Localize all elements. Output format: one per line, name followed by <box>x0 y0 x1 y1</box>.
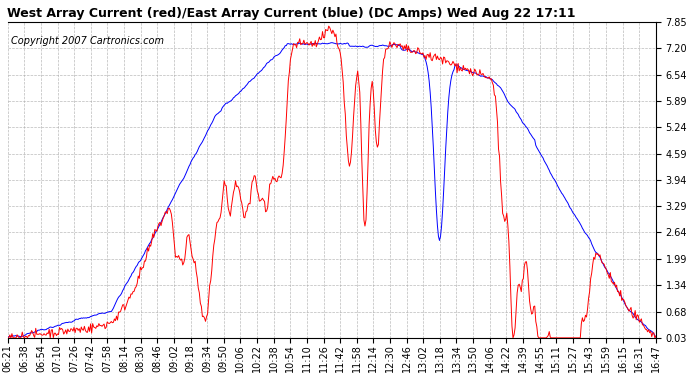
Text: Copyright 2007 Cartronics.com: Copyright 2007 Cartronics.com <box>11 36 164 46</box>
Text: West Array Current (red)/East Array Current (blue) (DC Amps) Wed Aug 22 17:11: West Array Current (red)/East Array Curr… <box>7 8 575 21</box>
